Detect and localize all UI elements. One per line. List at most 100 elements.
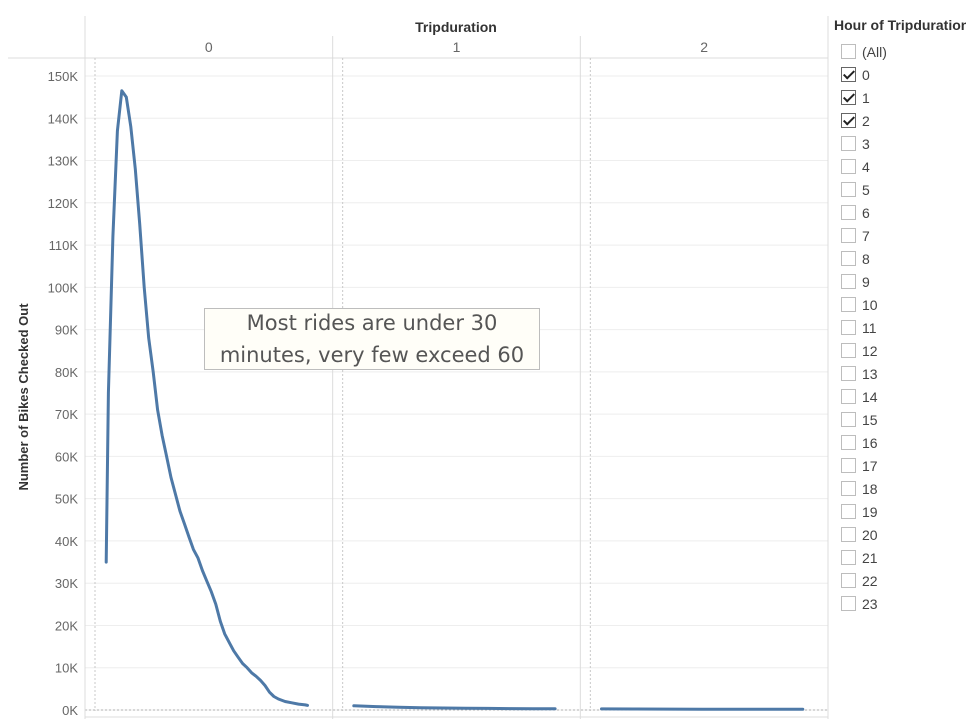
filter-item-14[interactable]: 14 — [841, 385, 966, 408]
filter-item-label: 22 — [862, 572, 878, 589]
filter-checkbox[interactable] — [841, 44, 856, 59]
filter-item-label: 6 — [862, 204, 870, 221]
filter-checkbox[interactable] — [841, 412, 856, 427]
filter-item-21[interactable]: 21 — [841, 546, 966, 569]
filter-item-label: 12 — [862, 342, 878, 359]
filter-item-label: 8 — [862, 250, 870, 267]
filter-checkbox[interactable] — [841, 481, 856, 496]
filter-item-label: 17 — [862, 457, 878, 474]
filter-item-17[interactable]: 17 — [841, 454, 966, 477]
series-line-panel-0 — [104, 89, 309, 707]
filter-checkbox[interactable] — [841, 67, 856, 82]
y-tick-label: 60K — [55, 449, 78, 464]
filter-item-12[interactable]: 12 — [841, 339, 966, 362]
filter-checkbox[interactable] — [841, 573, 856, 588]
filter-item-label: (All) — [862, 43, 887, 60]
column-title: Tripduration — [415, 19, 497, 35]
hour-filter-panel: Hour of Tripduration (All) 0 1 2 3 4 5 6 7 8 9 10 11… — [834, 14, 966, 615]
filter-item-label: 3 — [862, 135, 870, 152]
filter-item-6[interactable]: 6 — [841, 201, 966, 224]
filter-checkbox[interactable] — [841, 320, 856, 335]
filter-item-label: 15 — [862, 411, 878, 428]
y-tick-label: 10K — [55, 661, 78, 676]
filter-item-22[interactable]: 22 — [841, 569, 966, 592]
filter-item-2[interactable]: 2 — [841, 109, 966, 132]
filter-checkbox[interactable] — [841, 458, 856, 473]
filter-item-20[interactable]: 20 — [841, 523, 966, 546]
filter-item-5[interactable]: 5 — [841, 178, 966, 201]
filter-item-3[interactable]: 3 — [841, 132, 966, 155]
filter-item-label: 7 — [862, 227, 870, 244]
panel-frame — [8, 16, 829, 719]
filter-item-0[interactable]: 0 — [841, 63, 966, 86]
filter-item-label: 5 — [862, 181, 870, 198]
filter-item-label: 11 — [862, 319, 877, 336]
series-lines — [104, 89, 805, 711]
filter-item-label: 9 — [862, 273, 870, 290]
y-tick-label: 110K — [49, 238, 79, 253]
y-tick-label: 20K — [55, 618, 78, 633]
column-label-1: 1 — [453, 39, 461, 55]
y-axis-ticks: 0K 10K 20K 30K 40K 50K 60K 70K 80K 90K 100K 110K 120… — [48, 69, 79, 718]
filter-item-label: 20 — [862, 526, 878, 543]
filter-item-13[interactable]: 13 — [841, 362, 966, 385]
gridlines — [85, 75, 828, 711]
tripduration-line-chart: 0K10K20K30K40K50K60K70K80K90K100K110K120… — [8, 16, 829, 719]
filter-list: (All) 0 1 2 3 4 5 6 7 8 9 10 11 12 13 14 15 16 17 18 19 20 21 2… — [841, 40, 966, 615]
filter-item-all[interactable]: (All) — [841, 40, 966, 63]
filter-item-7[interactable]: 7 — [841, 224, 966, 247]
filter-item-8[interactable]: 8 — [841, 247, 966, 270]
filter-checkbox[interactable] — [841, 527, 856, 542]
y-tick-label: 150K — [48, 69, 79, 84]
filter-checkbox[interactable] — [841, 182, 856, 197]
filter-checkbox[interactable] — [841, 550, 856, 565]
y-tick-label: 120K — [48, 196, 79, 211]
filter-checkbox[interactable] — [841, 228, 856, 243]
filter-checkbox[interactable] — [841, 251, 856, 266]
filter-checkbox[interactable] — [841, 159, 856, 174]
filter-item-9[interactable]: 9 — [841, 270, 966, 293]
filter-item-label: 4 — [862, 158, 870, 175]
filter-item-10[interactable]: 10 — [841, 293, 966, 316]
filter-checkbox[interactable] — [841, 504, 856, 519]
filter-item-11[interactable]: 11 — [841, 316, 966, 339]
filter-item-16[interactable]: 16 — [841, 431, 966, 454]
filter-checkbox[interactable] — [841, 274, 856, 289]
filter-item-label: 14 — [862, 388, 878, 405]
filter-checkbox[interactable] — [841, 90, 856, 105]
filter-item-1[interactable]: 1 — [841, 86, 966, 109]
y-tick-label: 90K — [55, 323, 78, 338]
filter-item-15[interactable]: 15 — [841, 408, 966, 431]
filter-item-label: 23 — [862, 595, 878, 612]
filter-checkbox[interactable] — [841, 596, 856, 611]
series-line-panel-1 — [352, 704, 557, 711]
y-tick-label: 30K — [55, 576, 78, 591]
filter-checkbox[interactable] — [841, 389, 856, 404]
filter-checkbox[interactable] — [841, 113, 856, 128]
filter-checkbox[interactable] — [841, 435, 856, 450]
filter-item-19[interactable]: 19 — [841, 500, 966, 523]
filter-item-label: 21 — [862, 549, 878, 566]
filter-item-label: 1 — [862, 89, 870, 106]
y-tick-label: 40K — [55, 534, 78, 549]
y-tick-label: 100K — [48, 280, 79, 295]
filter-checkbox[interactable] — [841, 205, 856, 220]
filter-item-4[interactable]: 4 — [841, 155, 966, 178]
filter-checkbox[interactable] — [841, 366, 856, 381]
y-tick-label: 0K — [62, 703, 78, 718]
column-label-2: 2 — [700, 39, 708, 55]
y-axis-title: Number of Bikes Checked Out — [16, 303, 31, 491]
filter-title: Hour of Tripduration — [834, 17, 966, 33]
column-headers: 0 1 2 — [205, 39, 708, 55]
filter-item-label: 13 — [862, 365, 878, 382]
y-tick-label: 50K — [55, 492, 78, 507]
filter-checkbox[interactable] — [841, 343, 856, 358]
chart-annotation: Most rides are under 30 minutes, very fe… — [204, 308, 540, 370]
filter-item-label: 2 — [862, 112, 870, 129]
filter-item-label: 18 — [862, 480, 878, 497]
y-tick-label: 80K — [55, 365, 78, 380]
filter-item-23[interactable]: 23 — [841, 592, 966, 615]
filter-checkbox[interactable] — [841, 297, 856, 312]
filter-item-18[interactable]: 18 — [841, 477, 966, 500]
filter-checkbox[interactable] — [841, 136, 856, 151]
